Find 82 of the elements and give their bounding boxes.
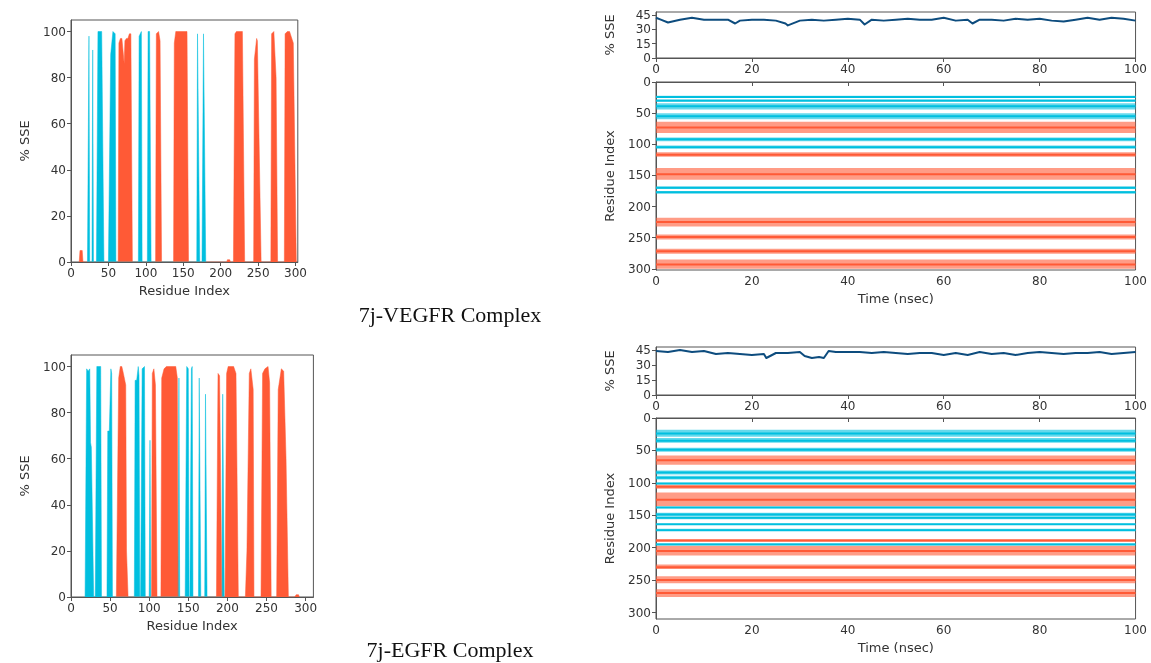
x-tick-label: 80: [1032, 399, 1048, 413]
x-tick-label: 20: [744, 623, 760, 637]
x-tick-label: 80: [1032, 62, 1048, 76]
x-tick-label: 250: [255, 601, 278, 615]
y-tick-label: 250: [628, 573, 651, 588]
y-tick-label: 0: [643, 388, 651, 402]
y-axis-title: % SSE: [17, 120, 32, 162]
y-tick-label: 60: [50, 116, 66, 131]
x-tick-label: 80: [1032, 274, 1048, 288]
y-tick-label: 200: [628, 199, 651, 214]
text: 7j-EGFR Complex: [366, 637, 534, 662]
y-tick-label: 15: [635, 373, 651, 387]
y-tick-label: 100: [43, 359, 66, 374]
x-tick-label: 100: [1124, 274, 1147, 288]
x-axis-title: Time (nsec): [856, 291, 934, 306]
x-tick-label: 100: [137, 601, 161, 615]
y-axis-title: % SSE: [602, 14, 617, 56]
y-tick-label: 50: [635, 106, 651, 121]
x-tick-label: 100: [1124, 62, 1147, 76]
y-tick-label: 100: [628, 475, 651, 490]
x-tick-label: 100: [1124, 623, 1147, 637]
x-axis-title: Residue Index: [146, 618, 239, 633]
x-tick-label: 300: [284, 266, 308, 280]
x-tick-label: 0: [652, 274, 660, 288]
y-tick-label: 250: [628, 230, 651, 245]
line-series: [655, 16, 1137, 27]
x-tick-label: 100: [134, 266, 158, 280]
y-tick-label: 0: [58, 590, 66, 604]
x-tick-label: 200: [215, 601, 239, 615]
x-tick-label: 0: [652, 623, 660, 637]
x-tick-label: 60: [936, 274, 952, 288]
x-tick-label: 0: [67, 601, 75, 615]
y-axis-title: % SSE: [17, 455, 32, 497]
y-tick-label: 20: [50, 543, 66, 558]
y-tick-label: 150: [628, 508, 651, 523]
y-tick-label: 150: [628, 168, 651, 183]
y-tick-label: 100: [628, 137, 651, 152]
y-tick-label: 20: [50, 208, 66, 223]
x-tick-label: 200: [209, 266, 233, 280]
y-tick-label: 15: [635, 36, 651, 51]
x-tick-label: 150: [176, 601, 200, 615]
x-tick-label: 50: [100, 266, 117, 280]
x-tick-label: 150: [171, 266, 195, 280]
x-axis-title: Time (nsec): [856, 640, 934, 655]
y-tick-label: 0: [643, 51, 651, 65]
x-tick-label: 80: [1032, 623, 1048, 637]
y-tick-label: 200: [628, 540, 651, 555]
x-tick-label: 40: [840, 274, 856, 288]
y-tick-label: 0: [58, 255, 66, 269]
x-tick-label: 300: [294, 601, 318, 615]
x-tick-label: 20: [744, 399, 760, 413]
line-series: [655, 349, 1137, 359]
y-tick-label: 50: [635, 443, 651, 458]
y-tick-label: 0: [643, 75, 651, 89]
x-tick-label: 0: [67, 266, 75, 280]
y-tick-label: 0: [643, 411, 651, 425]
y-tick-label: 100: [43, 24, 66, 39]
x-tick-label: 60: [936, 623, 952, 637]
x-tick-label: 50: [102, 601, 118, 615]
y-axis-title: Residue Index: [602, 472, 617, 565]
y-tick-label: 30: [635, 358, 651, 372]
y-tick-label: 45: [635, 7, 651, 22]
x-tick-label: 250: [246, 266, 270, 280]
x-tick-label: 20: [744, 274, 760, 288]
x-axis-title: Residue Index: [138, 283, 231, 298]
y-tick-label: 40: [50, 497, 66, 512]
x-tick-label: 60: [936, 399, 952, 413]
text: 7j-VEGFR Complex: [358, 302, 542, 327]
x-tick-label: 20: [744, 62, 760, 76]
x-tick-label: 0: [652, 399, 660, 413]
x-tick-label: 60: [936, 62, 952, 76]
x-tick-label: 40: [840, 62, 856, 76]
y-tick-label: 30: [635, 22, 651, 37]
y-axis-title: % SSE: [602, 350, 617, 392]
x-tick-label: 40: [840, 399, 856, 413]
y-axis-title: Residue Index: [602, 130, 617, 222]
y-tick-label: 45: [635, 343, 651, 357]
y-tick-label: 60: [50, 451, 66, 466]
y-tick-label: 40: [50, 162, 66, 177]
x-tick-label: 0: [652, 62, 660, 76]
x-tick-label: 40: [840, 623, 856, 637]
x-tick-label: 100: [1124, 399, 1147, 413]
